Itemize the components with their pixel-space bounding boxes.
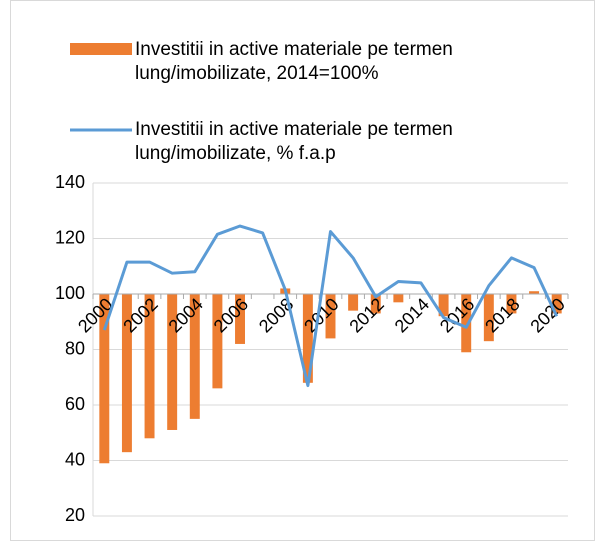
bar [325,294,336,339]
y-tick-label: 140 [55,172,85,192]
bar [393,294,404,303]
bar [212,294,223,389]
bar [99,294,110,464]
bar [189,294,200,419]
legend-label: Investitii in active materiale pe termen… [135,119,453,164]
bar [235,294,245,344]
bar [370,294,381,314]
bar [348,294,359,311]
bar [483,294,494,342]
y-tick-label: 120 [55,227,85,247]
y-tick-label: 80 [65,338,85,358]
bar [167,294,178,430]
y-tick-label: 40 [65,449,85,469]
legend-label: Investitii in active materiale pe termen… [135,39,453,84]
bar [302,294,313,383]
bar [506,294,517,314]
y-tick-label: 100 [55,283,85,303]
legend-swatch [70,43,132,55]
y-tick-label: 60 [65,394,85,414]
bar [144,294,155,439]
bar [529,291,540,294]
bar [121,294,132,453]
x-tick-label: 2020 [526,294,568,336]
line-series [102,224,559,388]
bar [551,294,562,314]
y-tick-label: 20 [65,505,85,525]
bar [438,294,449,317]
bar [461,294,472,353]
